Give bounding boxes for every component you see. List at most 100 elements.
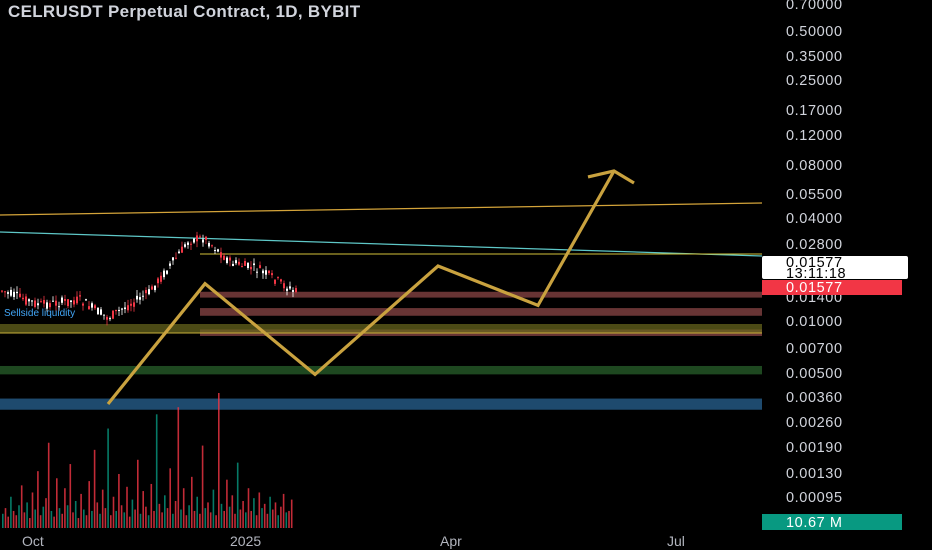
- current-price-tag: [762, 280, 902, 295]
- volume-bar: [72, 512, 74, 528]
- volume-bar: [134, 509, 136, 528]
- candle-body: [13, 291, 15, 297]
- price-tick: 0.00190: [786, 440, 843, 456]
- volume-bar: [34, 509, 36, 528]
- candle-body: [274, 279, 276, 284]
- volume-bar: [280, 506, 282, 528]
- volume-bar: [91, 510, 93, 528]
- price-tick: 0.04000: [786, 211, 843, 227]
- volume-bar: [31, 492, 34, 528]
- volume-bar: [88, 481, 90, 528]
- candle-body: [247, 262, 249, 268]
- candle-body: [271, 273, 273, 276]
- volume-bar: [193, 510, 196, 528]
- volume-bar: [226, 479, 228, 528]
- candle-body: [25, 296, 27, 305]
- projection-path: [106, 170, 616, 406]
- candle-body: [88, 306, 90, 310]
- price-tick: 0.05500: [786, 187, 843, 203]
- candle-body: [82, 303, 84, 306]
- volume-bar: [245, 512, 247, 528]
- volume-bar: [231, 495, 234, 528]
- candle-body: [52, 300, 54, 302]
- volume-bar: [166, 508, 169, 528]
- price-tick: 0.70000: [786, 0, 843, 13]
- candle-body: [277, 277, 279, 279]
- volume-bar: [10, 496, 12, 528]
- volume-bar: [77, 518, 80, 528]
- candle-body: [181, 246, 183, 253]
- volume-bar: [80, 493, 82, 528]
- volume-bar: [126, 486, 128, 528]
- price-tick: 0.00260: [786, 415, 843, 431]
- candle-body: [109, 318, 111, 320]
- candle-body: [244, 261, 246, 266]
- volume-bar: [188, 505, 190, 528]
- price-tick: 0.00700: [786, 341, 843, 357]
- volume-bar: [266, 513, 269, 528]
- volume-bar: [42, 506, 45, 528]
- price-tick: 0.02800: [786, 237, 843, 253]
- volume-bar: [96, 502, 99, 528]
- volume-bar: [277, 515, 279, 528]
- volume-bar: [139, 513, 142, 528]
- volume-bar: [45, 498, 47, 528]
- price-tick: 0.25000: [786, 73, 843, 89]
- candle-body: [268, 270, 270, 274]
- candle-body: [16, 291, 18, 294]
- candle-body: [175, 257, 177, 259]
- candle-body: [40, 301, 42, 303]
- volume-bar: [85, 515, 88, 528]
- volume-bar: [234, 513, 236, 528]
- volume-bar: [83, 509, 85, 528]
- candle-body: [34, 300, 36, 307]
- candle-body: [100, 309, 102, 315]
- candle-body: [67, 299, 69, 307]
- candle-body: [250, 266, 252, 270]
- candle-body: [43, 299, 45, 304]
- candle-body: [214, 250, 216, 252]
- zone-resistance-0: [200, 291, 762, 298]
- volume-bar: [99, 513, 101, 528]
- volume-bar: [174, 501, 177, 528]
- volume-bar: [155, 414, 158, 528]
- candle-body: [166, 270, 168, 274]
- candle-body: [208, 242, 210, 247]
- volume-bar: [199, 513, 201, 528]
- candle-body: [184, 244, 186, 247]
- candle-body: [139, 297, 141, 300]
- volume-bar: [4, 508, 7, 528]
- candle-body: [253, 263, 255, 266]
- candle-body: [49, 303, 51, 308]
- volume-bar: [158, 503, 161, 528]
- volume-bar: [161, 512, 163, 528]
- candle-body: [130, 303, 132, 306]
- candle-body: [241, 266, 243, 268]
- candle-body: [232, 263, 234, 266]
- volume-bar: [274, 502, 277, 528]
- trendline-descending: [0, 231, 763, 257]
- volume-bar: [61, 513, 63, 528]
- volume-bar: [123, 512, 126, 528]
- volume-bar: [177, 407, 180, 528]
- candle-body: [79, 295, 81, 297]
- volume-bar: [255, 515, 258, 528]
- volume-bar: [7, 516, 9, 528]
- price-tick: 0.00095: [786, 490, 843, 506]
- candle-body: [226, 257, 228, 264]
- candle-body: [121, 308, 123, 310]
- volume-bar: [207, 502, 209, 528]
- volume-bar: [215, 515, 217, 528]
- volume-bar: [212, 489, 215, 528]
- candle-body: [94, 305, 96, 309]
- candle-body: [172, 257, 174, 261]
- candle-body: [280, 279, 282, 282]
- candle-body: [160, 275, 162, 282]
- volume-bar: [150, 483, 153, 528]
- candle-body: [85, 299, 87, 301]
- volume-bar: [253, 498, 255, 528]
- volume-bar: [15, 515, 18, 528]
- candle-body: [61, 297, 63, 303]
- candle-body: [256, 271, 258, 273]
